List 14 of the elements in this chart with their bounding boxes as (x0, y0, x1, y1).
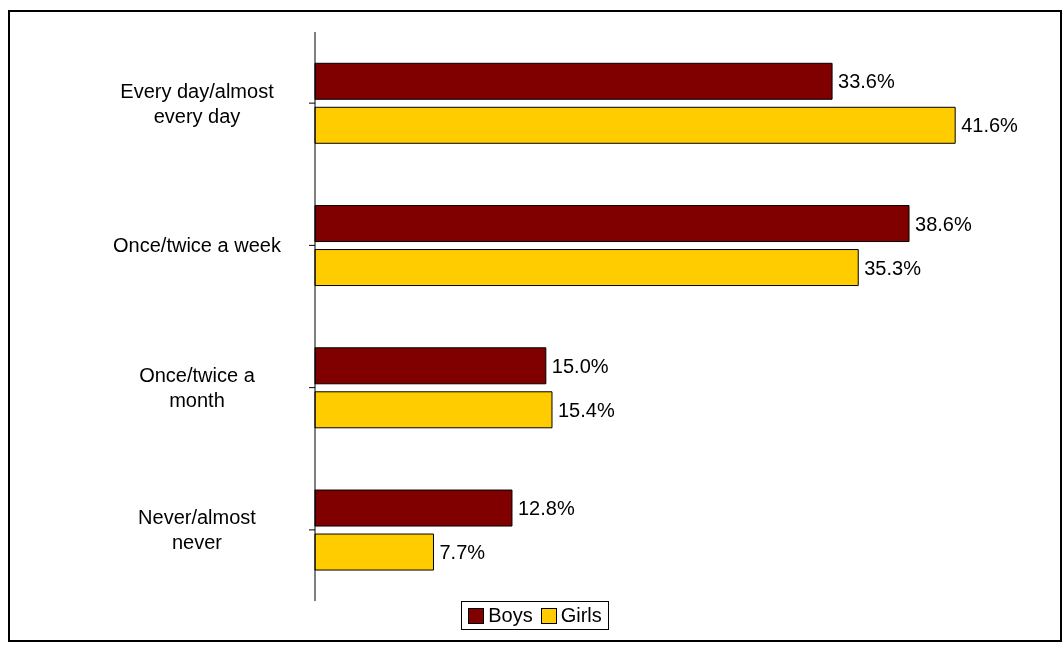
data-label: 35.3% (864, 256, 922, 279)
data-label: 41.6% (961, 114, 1019, 137)
data-label: 33.6% (838, 70, 895, 93)
data-label: 7.7% (439, 541, 486, 564)
legend-label: Boys (487, 604, 533, 627)
y-tick-label: Once/twice a week (113, 234, 282, 257)
legend-label: Girls (559, 604, 602, 627)
y-tick-label: Once/twice a month (139, 364, 256, 412)
data-label: 38.6% (915, 212, 972, 235)
data-label: 15.0% (551, 354, 609, 377)
y-tick-label: Never/almost never (138, 506, 257, 554)
y-tick-label: Every day/almost every day (120, 79, 275, 127)
data-label: 12.8% (517, 497, 575, 520)
data-label: 15.4% (557, 398, 615, 421)
